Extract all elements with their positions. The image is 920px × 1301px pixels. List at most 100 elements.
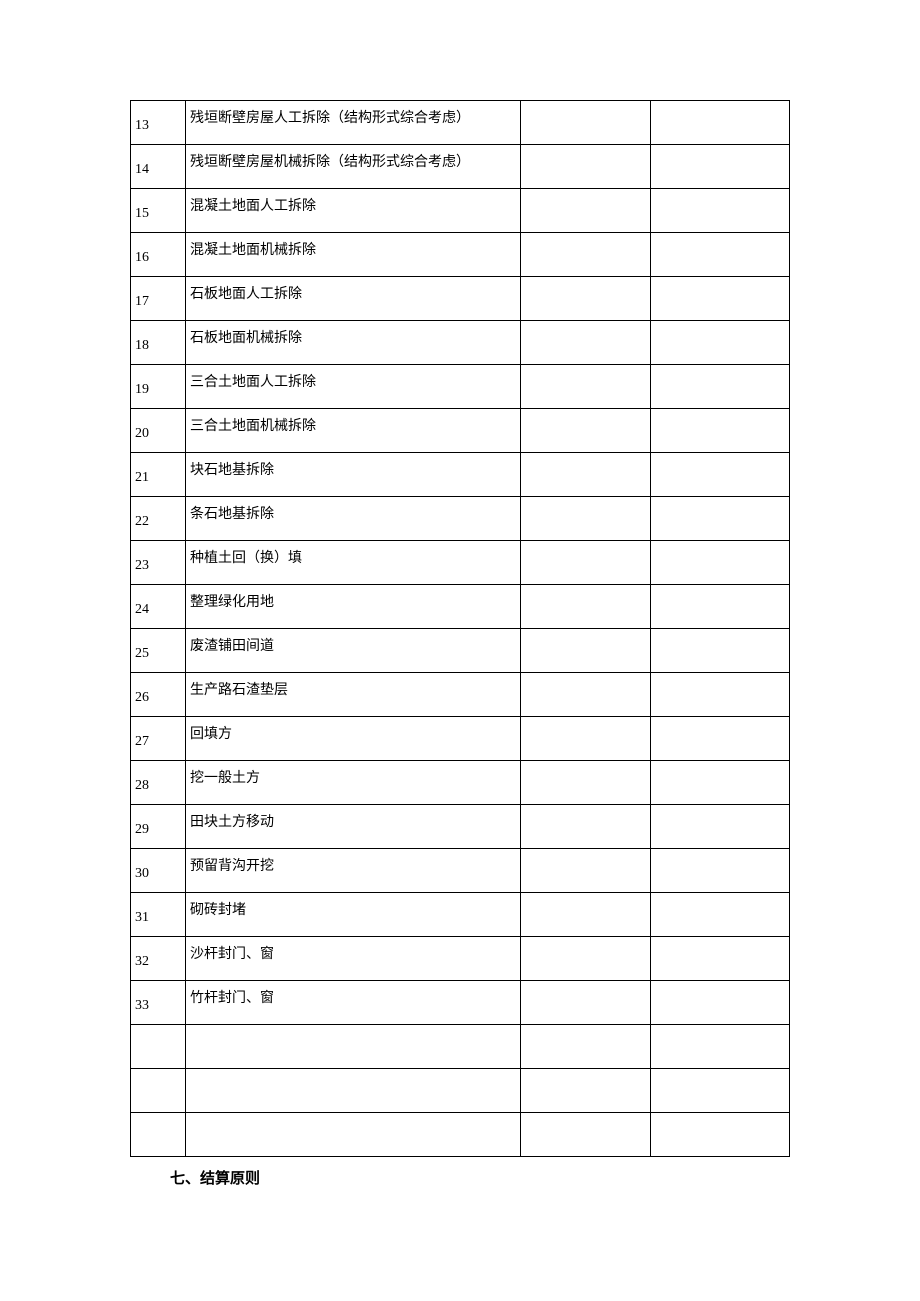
row-number: 21 — [131, 453, 186, 497]
table-row: 20 三合土地面机械拆除 — [131, 409, 790, 453]
row-col3 — [521, 321, 651, 365]
row-col4 — [651, 805, 790, 849]
row-description: 石板地面机械拆除 — [186, 321, 521, 365]
row-col4 — [651, 365, 790, 409]
row-number: 32 — [131, 937, 186, 981]
row-col3 — [521, 849, 651, 893]
row-col3 — [521, 805, 651, 849]
row-number: 23 — [131, 541, 186, 585]
row-number: 28 — [131, 761, 186, 805]
row-description: 混凝土地面人工拆除 — [186, 189, 521, 233]
row-col4 — [651, 1069, 790, 1113]
row-number: 31 — [131, 893, 186, 937]
row-col3 — [521, 1069, 651, 1113]
row-col4 — [651, 893, 790, 937]
section-heading: 七、结算原则 — [170, 1167, 790, 1188]
row-col4 — [651, 453, 790, 497]
row-number: 19 — [131, 365, 186, 409]
row-col3 — [521, 1113, 651, 1157]
row-description: 残垣断壁房屋机械拆除（结构形式综合考虑） — [186, 145, 521, 189]
table-row: 13 残垣断壁房屋人工拆除（结构形式综合考虑） — [131, 101, 790, 145]
row-description: 预留背沟开挖 — [186, 849, 521, 893]
row-col3 — [521, 629, 651, 673]
row-col3 — [521, 673, 651, 717]
table-row: 28 挖一般土方 — [131, 761, 790, 805]
row-number — [131, 1069, 186, 1113]
data-table: 13 残垣断壁房屋人工拆除（结构形式综合考虑） 14 残垣断壁房屋机械拆除（结构… — [130, 100, 790, 1157]
row-col4 — [651, 585, 790, 629]
row-col3 — [521, 893, 651, 937]
row-col4 — [651, 233, 790, 277]
row-description — [186, 1025, 521, 1069]
table-row: 14 残垣断壁房屋机械拆除（结构形式综合考虑） — [131, 145, 790, 189]
row-col4 — [651, 1113, 790, 1157]
row-number — [131, 1025, 186, 1069]
row-description: 沙杆封门、窗 — [186, 937, 521, 981]
row-description: 竹杆封门、窗 — [186, 981, 521, 1025]
row-number: 13 — [131, 101, 186, 145]
table-row: 22 条石地基拆除 — [131, 497, 790, 541]
row-col3 — [521, 189, 651, 233]
row-number: 29 — [131, 805, 186, 849]
row-description: 砌砖封堵 — [186, 893, 521, 937]
row-description: 回填方 — [186, 717, 521, 761]
row-number: 17 — [131, 277, 186, 321]
table-row: 30 预留背沟开挖 — [131, 849, 790, 893]
row-col4 — [651, 717, 790, 761]
row-description: 田块土方移动 — [186, 805, 521, 849]
table-row — [131, 1025, 790, 1069]
row-col3 — [521, 981, 651, 1025]
row-col3 — [521, 101, 651, 145]
row-col4 — [651, 277, 790, 321]
row-col4 — [651, 101, 790, 145]
table-row: 29 田块土方移动 — [131, 805, 790, 849]
row-description: 块石地基拆除 — [186, 453, 521, 497]
row-number: 15 — [131, 189, 186, 233]
row-number: 25 — [131, 629, 186, 673]
row-description: 生产路石渣垫层 — [186, 673, 521, 717]
row-number: 30 — [131, 849, 186, 893]
row-col3 — [521, 145, 651, 189]
row-col3 — [521, 409, 651, 453]
row-col4 — [651, 761, 790, 805]
row-col4 — [651, 629, 790, 673]
row-description: 三合土地面机械拆除 — [186, 409, 521, 453]
table-row: 19 三合土地面人工拆除 — [131, 365, 790, 409]
row-col3 — [521, 1025, 651, 1069]
row-number: 18 — [131, 321, 186, 365]
row-description: 石板地面人工拆除 — [186, 277, 521, 321]
table-row: 15 混凝土地面人工拆除 — [131, 189, 790, 233]
row-number: 27 — [131, 717, 186, 761]
row-col3 — [521, 937, 651, 981]
row-number: 20 — [131, 409, 186, 453]
row-col3 — [521, 585, 651, 629]
row-number: 14 — [131, 145, 186, 189]
table-row: 17 石板地面人工拆除 — [131, 277, 790, 321]
table-row: 31 砌砖封堵 — [131, 893, 790, 937]
row-description: 条石地基拆除 — [186, 497, 521, 541]
table-row: 16 混凝土地面机械拆除 — [131, 233, 790, 277]
row-col3 — [521, 233, 651, 277]
row-col4 — [651, 409, 790, 453]
row-col3 — [521, 717, 651, 761]
row-col4 — [651, 541, 790, 585]
row-number — [131, 1113, 186, 1157]
table-row: 32 沙杆封门、窗 — [131, 937, 790, 981]
row-col4 — [651, 849, 790, 893]
row-col4 — [651, 1025, 790, 1069]
row-col4 — [651, 189, 790, 233]
row-description: 三合土地面人工拆除 — [186, 365, 521, 409]
row-col3 — [521, 453, 651, 497]
row-description: 整理绿化用地 — [186, 585, 521, 629]
row-number: 33 — [131, 981, 186, 1025]
row-col3 — [521, 541, 651, 585]
row-col3 — [521, 365, 651, 409]
row-col4 — [651, 981, 790, 1025]
table-row: 27 回填方 — [131, 717, 790, 761]
row-col3 — [521, 761, 651, 805]
table-row — [131, 1069, 790, 1113]
row-col4 — [651, 145, 790, 189]
row-description: 种植土回（换）填 — [186, 541, 521, 585]
table-row: 21 块石地基拆除 — [131, 453, 790, 497]
table-row: 24 整理绿化用地 — [131, 585, 790, 629]
